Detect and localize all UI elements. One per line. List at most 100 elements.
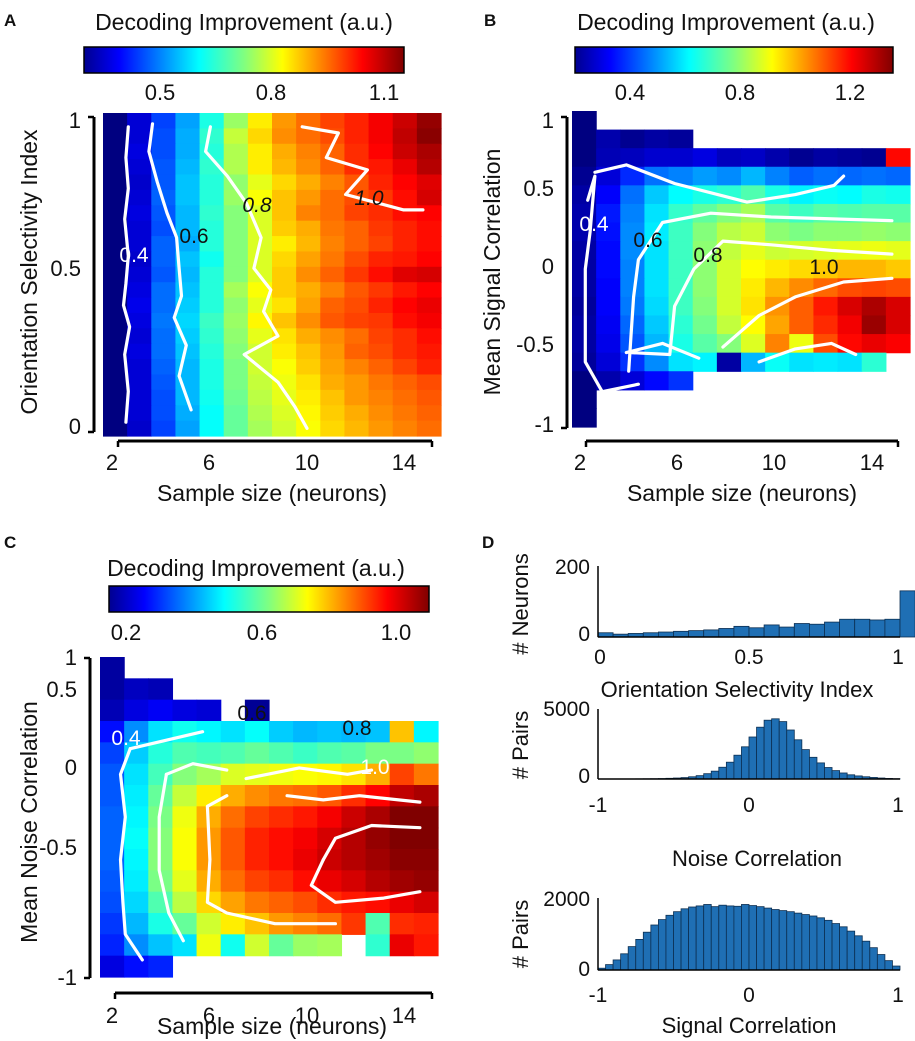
panel-c-y-tick: 1	[65, 645, 77, 670]
histogram-bar	[650, 924, 659, 971]
heatmap-cell	[392, 189, 418, 206]
heatmap-cell	[765, 222, 790, 242]
heatmap-cell	[220, 806, 246, 829]
heatmap-cell	[789, 315, 815, 335]
heatmap-cell	[172, 891, 198, 914]
heatmap-cell	[272, 251, 297, 268]
heatmap-cell	[416, 420, 442, 437]
panel-a-x-tick: 14	[392, 450, 416, 475]
heatmap-cell	[103, 343, 128, 360]
heatmap-cell	[365, 827, 391, 850]
heatmap-cell	[124, 870, 149, 893]
heatmap-cell	[837, 166, 863, 186]
heatmap-cell	[692, 166, 718, 186]
panel-d: D 200 0 0 0.5 1 Orientation Selectivity …	[482, 533, 915, 1038]
histogram-bar	[816, 917, 825, 971]
heatmap-cell	[392, 113, 418, 129]
heatmap-cell	[837, 222, 863, 242]
heatmap-cell	[596, 334, 621, 354]
heatmap-cell	[223, 220, 249, 237]
heatmap-cell	[389, 721, 415, 743]
heatmap-cell	[151, 374, 177, 391]
heatmap-cell	[100, 934, 125, 957]
panel-c-y-tick: -1	[57, 965, 77, 990]
heatmap-cell	[416, 236, 442, 253]
heatmap-cell	[644, 241, 670, 261]
heatmap-cell	[741, 334, 766, 354]
heatmap-cell	[344, 374, 370, 391]
heatmap-cell	[244, 849, 270, 871]
panel-a-contour-label: 0.4	[119, 244, 149, 267]
hist3-y-tick: 2000	[543, 888, 590, 911]
heatmap-cell	[885, 278, 911, 298]
heatmap-cell	[885, 241, 911, 261]
panel-b-x-tick: 14	[860, 450, 884, 475]
heatmap-cell	[272, 143, 297, 160]
heatmap-cell	[392, 266, 418, 283]
heatmap-cell	[269, 849, 294, 871]
heatmap-cell	[199, 389, 225, 406]
heatmap-cell	[620, 241, 646, 261]
heatmap-cell	[596, 352, 621, 372]
heatmap-cell	[172, 870, 198, 893]
heatmap-cell	[127, 251, 152, 268]
heatmap-cell	[272, 113, 297, 129]
heatmap-cell	[620, 129, 646, 149]
heatmap-cell	[272, 220, 297, 237]
histogram-bar	[627, 946, 637, 971]
histogram-bar	[635, 939, 644, 971]
histogram-bar	[869, 947, 878, 971]
heatmap-cell	[151, 389, 177, 406]
heatmap-cell	[620, 222, 646, 242]
heatmap-cell	[199, 359, 225, 376]
heatmap-cell	[692, 296, 718, 317]
heatmap-cell	[368, 374, 394, 391]
heatmap-cell	[644, 259, 670, 279]
histogram-bar	[748, 736, 757, 780]
heatmap-cell	[220, 785, 246, 807]
heatmap-cell	[317, 849, 343, 871]
heatmap-cell	[269, 827, 294, 850]
panel-a: A Decoding Improvement (a.u.) 0.5 0.8 1.…	[4, 9, 442, 506]
heatmap-cell	[272, 205, 297, 222]
heatmap-cell	[103, 420, 128, 437]
heatmap-cell	[244, 891, 270, 914]
heatmap-cell	[199, 205, 225, 222]
heatmap-cell	[293, 742, 318, 765]
heatmap-cell	[341, 742, 367, 765]
heatmap-cell	[100, 721, 125, 743]
heatmap-cell	[103, 113, 128, 129]
heatmap-cell	[199, 328, 225, 345]
heatmap-cell	[596, 241, 621, 261]
heatmap-cell	[196, 742, 222, 765]
heatmap-cell	[413, 742, 439, 765]
heatmap-cell	[172, 849, 198, 871]
heatmap-cell	[127, 389, 152, 406]
hist1-x-tick: 1	[892, 646, 904, 669]
heatmap-cell	[247, 328, 273, 345]
heatmap-cell	[320, 343, 346, 360]
heatmap-cell	[172, 827, 198, 850]
heatmap-cell	[416, 282, 442, 299]
heatmap-cell	[416, 189, 442, 206]
heatmap-cell	[813, 352, 839, 372]
heatmap-cell	[861, 166, 887, 186]
heatmap-cell	[572, 111, 597, 131]
heatmap-cell	[175, 251, 201, 268]
contour-line	[583, 174, 641, 394]
histogram-bar	[733, 905, 742, 971]
heatmap-cell	[392, 328, 418, 345]
heatmap-cell	[272, 282, 297, 299]
heatmap-cell	[172, 742, 198, 765]
heatmap-cell	[741, 148, 766, 168]
heatmap-cell	[789, 203, 815, 224]
histogram-bar	[673, 630, 690, 638]
heatmap-cell	[596, 222, 621, 242]
heatmap-cell	[103, 236, 128, 253]
heatmap-cell	[127, 420, 152, 437]
heatmap-cell	[317, 742, 343, 765]
heatmap-cell	[127, 405, 152, 422]
heatmap-cell	[127, 328, 152, 345]
hist1-y-tick: 200	[555, 556, 590, 579]
heatmap-cell	[392, 236, 418, 253]
